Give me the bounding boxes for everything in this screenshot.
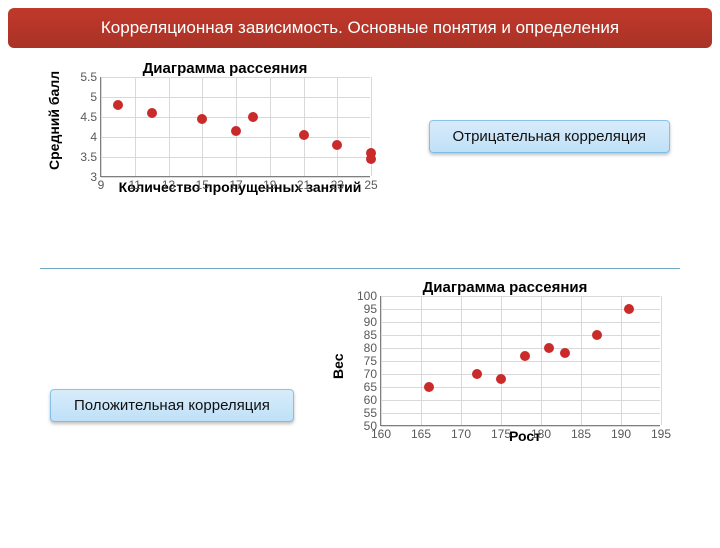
- chart1-ylabel: Средний балл: [46, 71, 62, 170]
- xtick-label: 9: [98, 176, 105, 192]
- xtick-label: 185: [571, 425, 591, 441]
- scatter-point: [544, 343, 554, 353]
- gridline-v: [501, 296, 502, 425]
- gridline-v: [337, 77, 338, 176]
- xtick-label: 21: [297, 176, 310, 192]
- ytick-label: 4: [90, 130, 101, 144]
- chart1-wrap: Диаграмма рассеяния Средний балл 33.544.…: [70, 60, 380, 195]
- scatter-point: [299, 130, 309, 140]
- ytick-label: 4.5: [80, 110, 101, 124]
- ytick-label: 80: [364, 341, 381, 355]
- chart1-title: Диаграмма рассеяния: [70, 60, 380, 77]
- scatter-point: [366, 154, 376, 164]
- scatter-point: [332, 140, 342, 150]
- ytick-label: 90: [364, 315, 381, 329]
- positive-correlation-badge: Положительная корреляция: [50, 389, 294, 422]
- gridline-v: [381, 296, 382, 425]
- ytick-label: 5.5: [80, 70, 101, 84]
- ytick-label: 3.5: [80, 150, 101, 164]
- gridline-v: [101, 77, 102, 176]
- ytick-label: 55: [364, 406, 381, 420]
- section-negative-correlation: Диаграмма рассеяния Средний балл 33.544.…: [0, 60, 720, 250]
- gridline-h: [381, 400, 660, 401]
- xtick-label: 160: [371, 425, 391, 441]
- ytick-label: 65: [364, 380, 381, 394]
- xtick-label: 11: [129, 176, 141, 192]
- slide-header: Корреляционная зависимость. Основные пон…: [8, 8, 712, 48]
- scatter-point: [424, 382, 434, 392]
- gridline-v: [169, 77, 170, 176]
- xtick-label: 19: [263, 176, 276, 192]
- xtick-label: 17: [229, 176, 242, 192]
- gridline-v: [581, 296, 582, 425]
- scatter-point: [113, 100, 123, 110]
- chart2-plot: 5055606570758085909510016016517017518018…: [380, 296, 660, 426]
- chart1-plot: 33.544.555.591113151719212325: [100, 77, 370, 177]
- chart2-wrap: Диаграмма рассеяния Вес 5055606570758085…: [340, 279, 670, 444]
- gridline-h: [381, 296, 660, 297]
- scatter-point: [197, 114, 207, 124]
- ytick-label: 85: [364, 328, 381, 342]
- section-divider: [40, 268, 680, 269]
- xtick-label: 175: [491, 425, 511, 441]
- ytick-label: 70: [364, 367, 381, 381]
- xtick-label: 15: [196, 176, 209, 192]
- xtick-label: 23: [331, 176, 344, 192]
- slide-title: Корреляционная зависимость. Основные пон…: [101, 18, 619, 37]
- section-positive-correlation: Положительная корреляция Диаграмма рассе…: [0, 279, 720, 509]
- chart2-ylabel: Вес: [330, 354, 346, 380]
- scatter-point: [520, 351, 530, 361]
- gridline-h: [381, 361, 660, 362]
- ytick-label: 75: [364, 354, 381, 368]
- gridline-v: [421, 296, 422, 425]
- gridline-h: [381, 309, 660, 310]
- gridline-h: [381, 348, 660, 349]
- ytick-label: 60: [364, 393, 381, 407]
- scatter-point: [560, 348, 570, 358]
- scatter-point: [248, 112, 258, 122]
- gridline-h: [381, 335, 660, 336]
- gridline-v: [304, 77, 305, 176]
- ytick-label: 95: [364, 302, 381, 316]
- xtick-label: 180: [531, 425, 551, 441]
- xtick-label: 170: [451, 425, 471, 441]
- gridline-v: [202, 77, 203, 176]
- xtick-label: 165: [411, 425, 431, 441]
- gridline-v: [135, 77, 136, 176]
- scatter-point: [624, 304, 634, 314]
- negative-correlation-badge: Отрицательная корреляция: [429, 120, 670, 153]
- ytick-label: 100: [357, 289, 381, 303]
- scatter-point: [147, 108, 157, 118]
- gridline-v: [541, 296, 542, 425]
- gridline-v: [270, 77, 271, 176]
- gridline-v: [661, 296, 662, 425]
- gridline-v: [621, 296, 622, 425]
- xtick-label: 195: [651, 425, 671, 441]
- scatter-point: [496, 374, 506, 384]
- gridline-h: [381, 413, 660, 414]
- xtick-label: 25: [364, 176, 377, 192]
- gridline-h: [381, 374, 660, 375]
- gridline-h: [381, 387, 660, 388]
- xtick-label: 190: [611, 425, 631, 441]
- scatter-point: [592, 330, 602, 340]
- chart2-title: Диаграмма рассеяния: [340, 279, 670, 296]
- scatter-point: [472, 369, 482, 379]
- scatter-point: [231, 126, 241, 136]
- ytick-label: 5: [90, 90, 101, 104]
- xtick-label: 13: [162, 176, 175, 192]
- gridline-h: [381, 322, 660, 323]
- gridline-v: [461, 296, 462, 425]
